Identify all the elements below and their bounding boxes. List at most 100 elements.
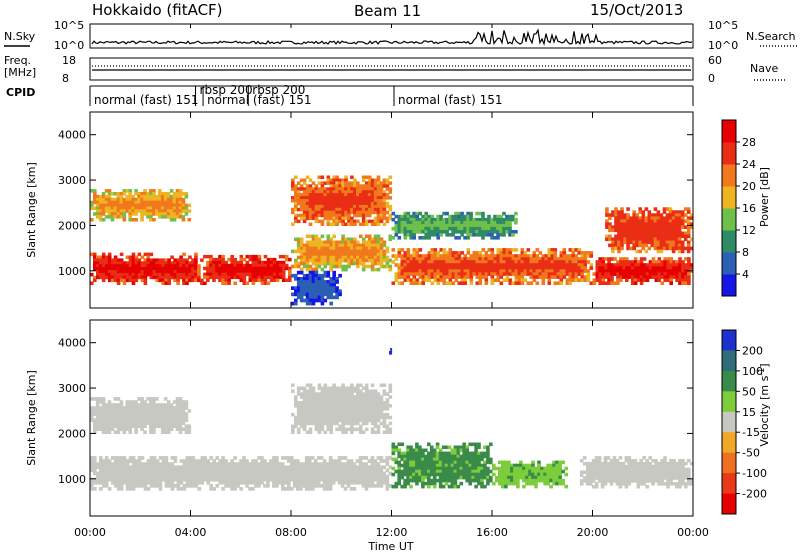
time-tick-label-6: 00:00: [677, 526, 709, 539]
echo-region-8: [514, 230, 518, 234]
colorbar-swatch-2: [722, 370, 736, 392]
ytick-label-1: 2000: [58, 219, 86, 232]
velocity-echoes: [90, 348, 693, 491]
velocity-ylabel: Slant Range [km]: [25, 370, 38, 466]
colorbar-tick-label-1: 8: [742, 246, 749, 259]
time-tick-label-2: 08:00: [275, 526, 307, 539]
colorbar-tick-label-3: 15: [742, 406, 756, 419]
noise-tick-left-bottom: 10^0: [54, 39, 84, 52]
noise-tick-right-top: 10^5: [708, 19, 738, 32]
freq-label: Freq.: [4, 54, 31, 67]
power-axes: 1000 2000 3000 4000: [58, 112, 694, 308]
echo-region-0: [200, 281, 204, 285]
power-colorbar-label: Power [dB]: [758, 167, 771, 227]
freq-panel: [89, 57, 694, 81]
noise-tick-left-top: 10^5: [54, 19, 84, 32]
echo-region-2: [388, 267, 393, 272]
velocity-colorbar-label: Velocity [m s-1]: [757, 363, 772, 446]
colorbar-swatch-4: [722, 186, 736, 209]
colorbar-frame: [721, 329, 737, 515]
ytick-label-0: 1000: [58, 473, 86, 486]
nsky-label: N.Sky: [4, 30, 36, 43]
nave-tick-bottom: 0: [708, 72, 715, 85]
freq-tick-bottom: 8: [62, 72, 69, 85]
time-tick-label-5: 20:00: [577, 526, 609, 539]
echo-region-5: [690, 482, 693, 486]
colorbar-swatch-0: [722, 330, 736, 351]
velocity-colorbar: 200 100 50 15 -15 -50 -100 -200: [721, 329, 767, 515]
power-ylabel: Slant Range [km]: [25, 162, 38, 258]
time-tick-label-1: 04:00: [175, 526, 207, 539]
ytick-label-0: 1000: [58, 265, 86, 278]
nave-label: Nave: [750, 62, 778, 75]
colorbar-swatch-1: [722, 350, 736, 372]
time-axis: 00:00 04:00 08:00 12:00 16:00 20:00 00:00: [74, 24, 709, 539]
colorbar-tick-label-0: 4: [742, 268, 749, 281]
station-title: Hokkaido (fitACF): [92, 1, 223, 19]
echo-region-4: [564, 484, 568, 489]
echo-region-7: [690, 246, 693, 251]
cpid-segment-label-0: normal (fast) 151: [94, 93, 198, 107]
colorbar-swatch-0: [722, 274, 736, 297]
colorbar-swatch-1: [722, 252, 736, 275]
colorbar-tick-label-5: 24: [742, 158, 756, 171]
freq-tick-top: 18: [62, 54, 76, 67]
power-echoes: [90, 175, 693, 306]
cpid-segment-label-3: rbsp 200: [252, 83, 305, 97]
ytick-label-3: 4000: [58, 129, 86, 142]
echo-region-1: [288, 278, 292, 282]
echo-region-0: [388, 484, 393, 488]
colorbar-swatch-7: [722, 120, 736, 143]
colorbar-swatch-6: [722, 452, 736, 474]
time-tick-label-4: 16:00: [476, 526, 508, 539]
colorbar-swatch-3: [722, 208, 736, 231]
velocity-axes: 1000 2000 3000 4000: [58, 320, 694, 516]
colorbar-tick-label-6: -100: [742, 467, 767, 480]
noise-tick-right-bottom: 10^0: [708, 39, 738, 52]
colorbar-swatch-5: [722, 432, 736, 454]
cpid-segment-label-1: rbsp 200: [200, 83, 253, 97]
colorbar-tick-label-7: -200: [742, 488, 767, 501]
colorbar-tick-label-2: 12: [742, 224, 756, 237]
freq-unit: [MHz]: [4, 66, 36, 79]
colorbar-tick-label-5: -50: [742, 447, 760, 460]
echo-region-5: [187, 218, 192, 222]
power-colorbar: 4 8 12 16 20 24 28: [721, 119, 756, 297]
ytick-label-1: 2000: [58, 427, 86, 440]
colorbar-swatch-6: [722, 142, 736, 165]
colorbar-swatch-3: [722, 391, 736, 413]
echo-region-6: [390, 351, 393, 355]
noise-trace: [91, 28, 693, 46]
colorbar-swatch-2: [722, 230, 736, 253]
colorbar-tick-label-4: 20: [742, 180, 756, 193]
time-axis-label: Time UT: [367, 540, 413, 553]
echo-region-3: [489, 478, 493, 483]
nave-tick-top: 60: [708, 54, 722, 67]
echo-region-2: [388, 430, 393, 434]
colorbar-tick-label-3: 16: [742, 202, 756, 215]
colorbar-tick-label-2: 50: [742, 385, 756, 398]
colorbar-tick-label-1: 100: [742, 365, 763, 378]
nsky-trace: [91, 28, 693, 46]
colorbar-swatch-4: [722, 411, 736, 433]
cpid-label: CPID: [6, 86, 35, 99]
echo-region-9: [338, 292, 342, 297]
nsearch-label: N.Search: [746, 30, 796, 43]
echo-region-3: [589, 281, 594, 285]
cpid-segment-label-2: normal (fast) 151: [207, 93, 311, 107]
colorbar-swatch-8: [722, 493, 736, 515]
colorbar-swatch-7: [722, 473, 736, 494]
time-tick-label-0: 00:00: [74, 526, 106, 539]
ytick-label-2: 3000: [58, 174, 86, 187]
date-title: 15/Oct/2013: [590, 1, 683, 19]
ytick-label-2: 3000: [58, 382, 86, 395]
cpid-segment-label-4: normal (fast) 151: [398, 93, 502, 107]
echo-region-1: [187, 430, 192, 434]
colorbar-tick-label-6: 28: [742, 136, 756, 149]
ytick-label-3: 4000: [58, 337, 86, 350]
beam-title: Beam 11: [354, 2, 421, 20]
time-tick-label-3: 12:00: [376, 526, 408, 539]
echo-region-6: [388, 216, 393, 221]
